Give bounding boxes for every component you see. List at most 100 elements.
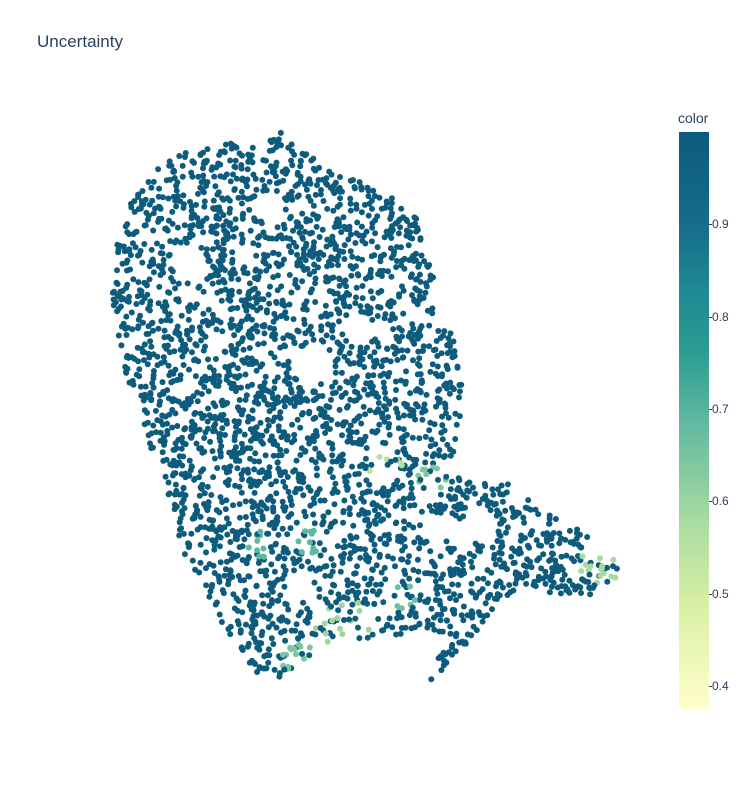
scatter-point (291, 431, 298, 438)
scatter-point (182, 154, 188, 160)
scatter-point (168, 162, 175, 169)
scatter-point (356, 361, 363, 368)
scatter-point (267, 544, 274, 551)
scatter-point (419, 466, 426, 473)
scatter-point (181, 400, 188, 407)
scatter-point (323, 332, 330, 339)
scatter-point (261, 379, 268, 386)
scatter-point (367, 407, 373, 414)
scatter-point (176, 526, 183, 533)
scatter-point (280, 362, 287, 369)
scatter-point (286, 374, 292, 381)
scatter-point (180, 439, 186, 446)
scatter-point (459, 561, 466, 568)
scatter-point (373, 581, 379, 588)
scatter-point (165, 195, 172, 202)
scatter-point (285, 488, 292, 495)
scatter-point (283, 601, 290, 608)
scatter-point (238, 471, 245, 478)
scatter-point (225, 234, 232, 241)
scatter-point (420, 343, 427, 350)
scatter-point (170, 168, 177, 175)
scatter-point (297, 452, 304, 458)
scatter-point (305, 558, 311, 565)
scatter-point (365, 372, 372, 379)
scatter-point (377, 536, 384, 542)
scatter-point (326, 347, 333, 353)
scatter-point (279, 575, 286, 582)
scatter-point (135, 194, 142, 200)
scatter-point (146, 276, 153, 283)
scatter-point (239, 557, 246, 563)
scatter-point (400, 310, 407, 317)
scatter-point (428, 676, 435, 683)
scatter-point (287, 235, 293, 242)
scatter-point (353, 373, 360, 380)
scatter-point (371, 601, 378, 607)
scatter-point (405, 230, 412, 237)
scatter-point (356, 511, 363, 518)
scatter-point (333, 298, 340, 305)
scatter-point (238, 297, 245, 304)
scatter-point (236, 514, 243, 521)
scatter-point (249, 604, 256, 611)
scatter-point (491, 551, 498, 558)
scatter-point (201, 435, 208, 441)
scatter-point (171, 175, 178, 181)
scatter-point (316, 593, 323, 600)
scatter-point (378, 569, 385, 576)
scatter-point (204, 483, 211, 490)
scatter-point (286, 243, 292, 250)
scatter-point (213, 326, 220, 333)
scatter-point (174, 423, 181, 429)
scatter-point (268, 600, 275, 607)
scatter-point (443, 617, 450, 624)
scatter-point (205, 499, 212, 506)
scatter-point (173, 459, 179, 466)
scatter-point (417, 522, 423, 529)
scatter-point (408, 485, 415, 492)
scatter-point (337, 195, 344, 202)
scatter-point (452, 648, 459, 655)
scatter-point (169, 208, 176, 215)
scatter-point (250, 240, 257, 247)
scatter-point (341, 223, 348, 230)
scatter-point (262, 452, 269, 459)
scatter-point (380, 627, 387, 634)
scatter-point (435, 387, 441, 394)
scatter-point (393, 387, 399, 393)
scatter-point (150, 422, 157, 429)
scatter-point (198, 391, 205, 397)
scatter-point (484, 567, 491, 574)
scatter-point (221, 348, 228, 355)
scatter-point (158, 215, 165, 222)
scatter-point (274, 514, 281, 521)
scatter-point (293, 219, 300, 226)
scatter-point (346, 303, 353, 310)
scatter-point (191, 475, 198, 482)
scatter-point (266, 300, 273, 307)
scatter-point (335, 262, 342, 269)
scatter-point (202, 343, 208, 350)
scatter-point (316, 586, 323, 593)
scatter-point (439, 413, 445, 420)
scatter-point (302, 181, 309, 188)
scatter-point (243, 560, 250, 567)
scatter-point (361, 364, 368, 370)
scatter-point (610, 563, 616, 570)
scatter-point (215, 207, 222, 214)
scatter-point (374, 427, 381, 434)
scatter-point (349, 253, 356, 260)
scatter-point (265, 291, 272, 298)
scatter-point (310, 243, 317, 250)
scatter-point (365, 523, 372, 529)
scatter-point (322, 430, 329, 436)
scatter-point (167, 238, 174, 245)
scatter-point (282, 343, 289, 350)
scatter-point (259, 176, 266, 183)
scatter-point (349, 601, 356, 608)
scatter-point (597, 572, 604, 579)
scatter-point (266, 521, 273, 528)
scatter-point (367, 288, 374, 295)
scatter-point (337, 294, 344, 301)
